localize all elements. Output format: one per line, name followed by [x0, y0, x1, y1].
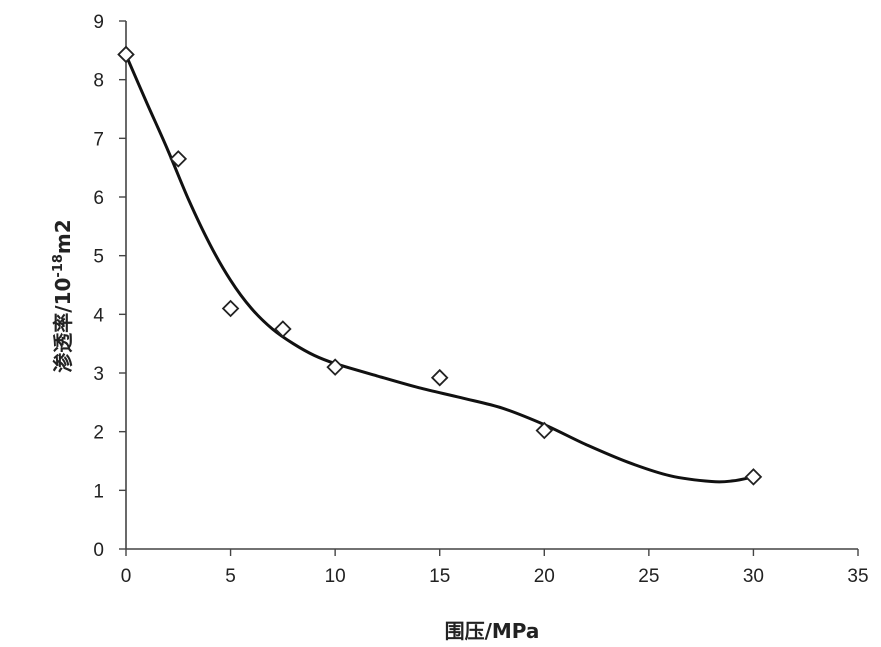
- data-point: [274, 320, 292, 338]
- y-tick-label: 5: [93, 247, 104, 268]
- data-point: [221, 299, 240, 318]
- data-point: [535, 421, 554, 440]
- y-tick-label: 6: [93, 188, 104, 209]
- x-tick-label: 35: [847, 566, 868, 587]
- y-tick-label: 8: [93, 71, 104, 92]
- y-tick-label: 2: [93, 423, 104, 444]
- y-axis-title: 渗透率/10-18m2: [51, 219, 75, 372]
- y-axis-title-unit: m2: [51, 219, 75, 254]
- data-markers: [117, 45, 763, 486]
- y-axis-title-main: 渗透率/10: [51, 278, 75, 373]
- y-tick-label: 1: [93, 481, 104, 502]
- data-point: [117, 45, 135, 64]
- y-tick-label: 9: [93, 12, 104, 33]
- x-tick-label: 25: [638, 566, 659, 587]
- x-tick-label: 30: [743, 566, 764, 587]
- data-point: [430, 368, 449, 387]
- y-tick-label: 3: [93, 364, 104, 385]
- x-tick-label: 20: [534, 566, 555, 587]
- x-tick-label: 10: [325, 566, 346, 587]
- y-tick-label: 7: [93, 129, 104, 150]
- data-point: [326, 358, 344, 376]
- data-point: [169, 150, 188, 168]
- x-tick-label: 0: [121, 566, 132, 587]
- y-axis-title-superscript: -18: [51, 254, 66, 278]
- x-tick-label: 15: [429, 566, 450, 587]
- x-tick-label: 5: [225, 566, 236, 587]
- y-tick-label: 4: [93, 305, 104, 326]
- x-axis-ticks: 0 5 10 15 20 25 30 35: [121, 549, 869, 587]
- y-tick-label: 0: [93, 540, 104, 561]
- x-axis-title: 围压/MPa: [445, 619, 540, 643]
- trend-line: [124, 54, 754, 484]
- y-axis-ticks: 0 1 2 3 4 5 6 7 8 9: [93, 12, 126, 561]
- data-point: [744, 468, 763, 486]
